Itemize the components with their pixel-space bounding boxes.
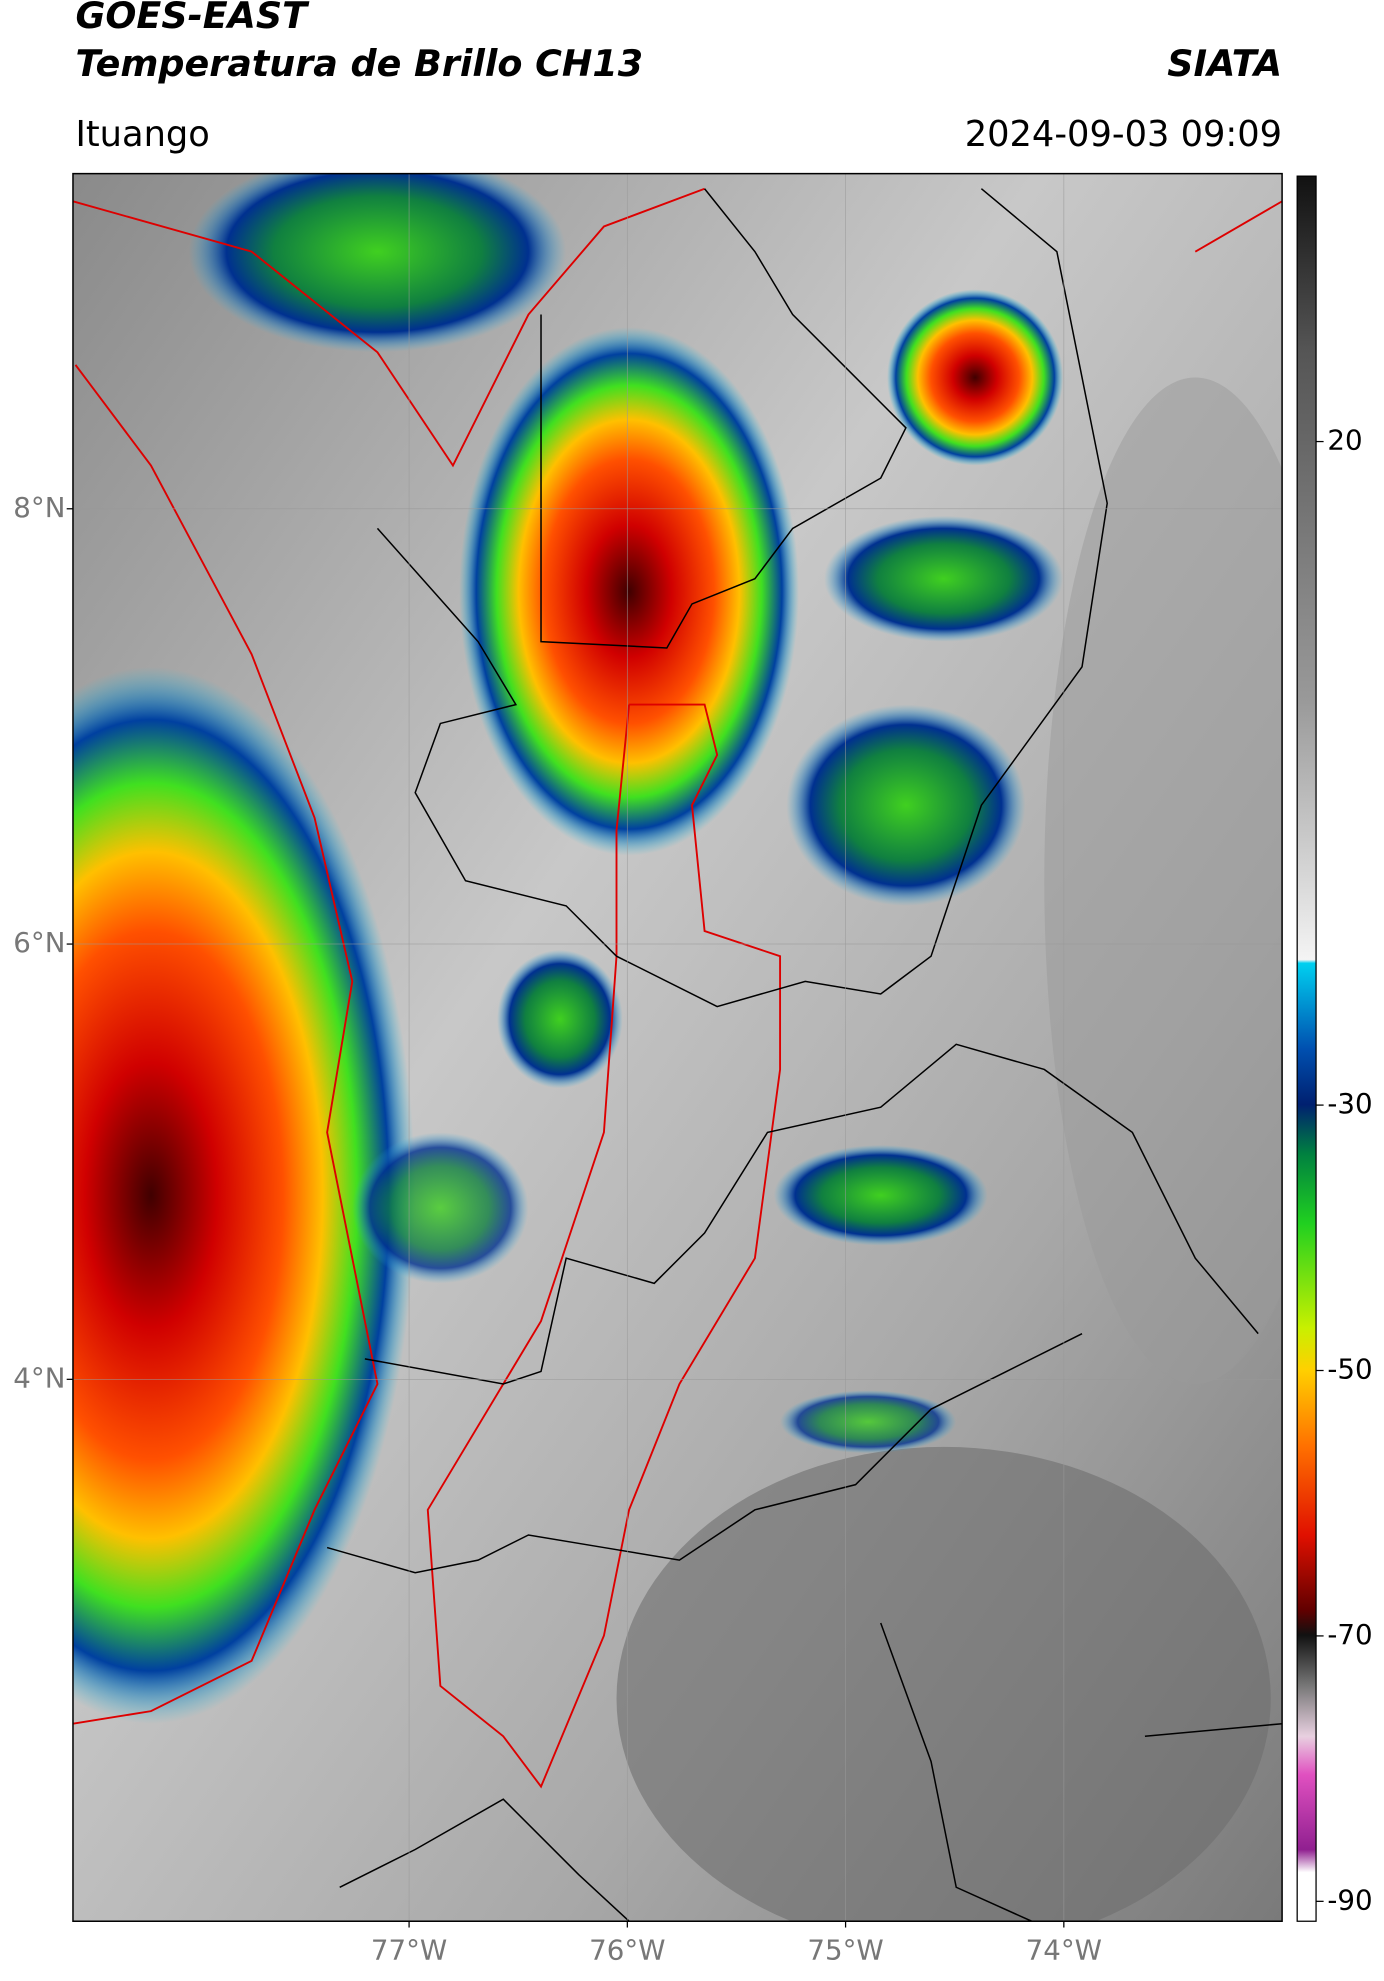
- lon-label: 77°W: [371, 1933, 447, 1966]
- cloud-cell: [773, 1144, 988, 1246]
- warm-area: [1044, 377, 1283, 1384]
- graticule: 8°N 6°N 4°N 77°W 76°W 75°W 74°W: [13, 173, 1283, 1966]
- cloud-cell: [352, 1132, 529, 1284]
- warm-area: [616, 1446, 1271, 1922]
- storm-cell: [72, 666, 416, 1724]
- lon-label: 74°W: [1026, 1933, 1102, 1966]
- boundary: [72, 187, 705, 468]
- boundary: [1144, 1722, 1283, 1738]
- title-line1: GOES-EAST: [75, 0, 310, 37]
- lon-label: 76°W: [589, 1933, 665, 1966]
- storm-cell: [459, 327, 799, 856]
- cloud-cell: [496, 949, 623, 1089]
- lat-label: 6°N: [13, 926, 65, 959]
- map-frame: [72, 172, 1283, 1922]
- lon-label: 75°W: [807, 1933, 883, 1966]
- colorbar: [1296, 175, 1317, 1922]
- colorbar-label: -90: [1327, 1883, 1372, 1916]
- source: SIATA: [1167, 42, 1282, 85]
- lat-label: 4°N: [13, 1361, 65, 1394]
- cloud-cell: [780, 1390, 957, 1454]
- boundary: [364, 1043, 1259, 1385]
- colorbar-label: -30: [1327, 1087, 1372, 1120]
- colorbar-label: -50: [1327, 1353, 1372, 1386]
- colorbar-ticks: 20 -30 -50 -70 -90: [1316, 424, 1373, 1916]
- storm-cell: [887, 289, 1064, 466]
- cloud-cell: [786, 704, 1026, 906]
- boundary: [326, 1332, 1083, 1574]
- boundary: [376, 188, 1108, 1008]
- boundary: [72, 364, 379, 1725]
- boundary: [339, 1798, 630, 1922]
- datetime: 2024-09-03 09:09: [965, 114, 1282, 155]
- satellite-image: [72, 173, 1283, 1922]
- title-line2: Temperatura de Brillo CH13: [75, 42, 643, 85]
- lat-label: 8°N: [13, 491, 65, 524]
- colorbar-label: 20: [1327, 424, 1362, 457]
- boundary: [540, 188, 907, 649]
- cloud-cell: [824, 515, 1064, 642]
- location: Ituango: [75, 114, 209, 155]
- boundary: [1194, 200, 1283, 253]
- boundary: [426, 703, 782, 1789]
- colorbar-label: -70: [1327, 1618, 1372, 1651]
- cloud-cell: [188, 173, 567, 353]
- boundary: [880, 1622, 1033, 1922]
